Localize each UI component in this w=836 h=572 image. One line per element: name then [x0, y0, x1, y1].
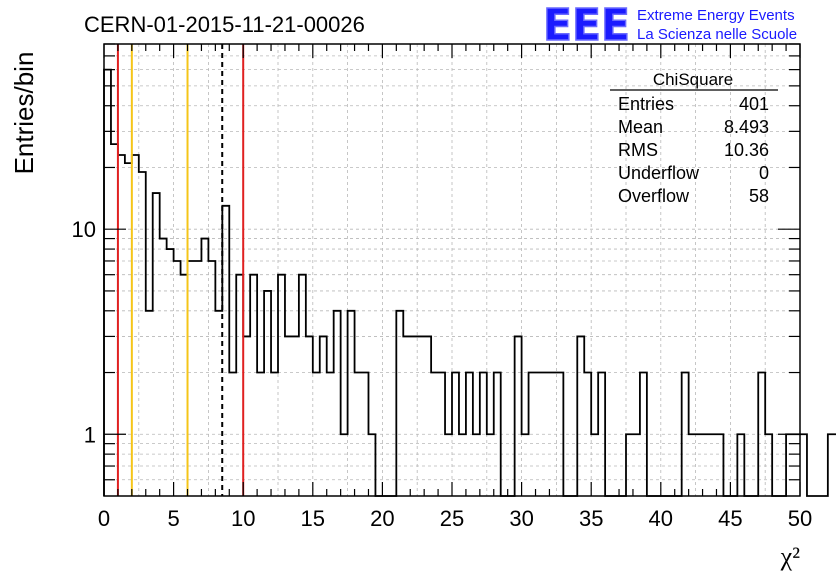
y-axis-label: Entries/bin [9, 52, 39, 175]
stats-label: Entries [618, 94, 674, 114]
axis-ticks [103, 43, 801, 496]
x-tick-label: 5 [167, 506, 179, 531]
grid-lines [104, 44, 800, 496]
x-tick-label: 15 [301, 506, 325, 531]
chart-title: CERN-01-2015-11-21-00026 [84, 12, 365, 37]
x-tick-label: 0 [98, 506, 110, 531]
stats-value: 10.36 [724, 140, 769, 160]
stats-value: 0 [759, 163, 769, 183]
stats-label: Mean [618, 117, 663, 137]
x-tick-label: 45 [718, 506, 742, 531]
marker-lines [116, 44, 245, 496]
stats-value: 401 [739, 94, 769, 114]
x-tick-label: 10 [231, 506, 255, 531]
logo-line2: La Scienza nelle Scuole [637, 26, 797, 43]
stats-label: Overflow [618, 186, 690, 206]
y-tick-label: 10 [72, 217, 96, 242]
stats-label: RMS [618, 140, 658, 160]
x-tick-label: 30 [509, 506, 533, 531]
x-tick-label: 50 [788, 506, 812, 531]
x-axis-label: χ² [780, 542, 801, 571]
x-tick-label: 25 [440, 506, 464, 531]
logo-line1: Extreme Energy Events [637, 7, 795, 24]
y-tick-label: 1 [84, 422, 96, 447]
y-tick-labels: 1 10 [72, 217, 96, 447]
x-tick-label: 20 [370, 506, 394, 531]
eee-logo-mark: EEE [543, 0, 630, 51]
stats-title: ChiSquare [653, 70, 733, 89]
x-tick-label: 40 [649, 506, 673, 531]
stats-value: 58 [749, 186, 769, 206]
x-tick-labels: 0 5 10 15 20 25 30 35 40 45 50 [98, 506, 812, 531]
stats-value: 8.493 [724, 117, 769, 137]
stats-box: ChiSquare Entries 401 Mean 8.493 RMS 10.36 Und… [610, 70, 778, 206]
stats-label: Underflow [618, 163, 700, 183]
x-tick-label: 35 [579, 506, 603, 531]
